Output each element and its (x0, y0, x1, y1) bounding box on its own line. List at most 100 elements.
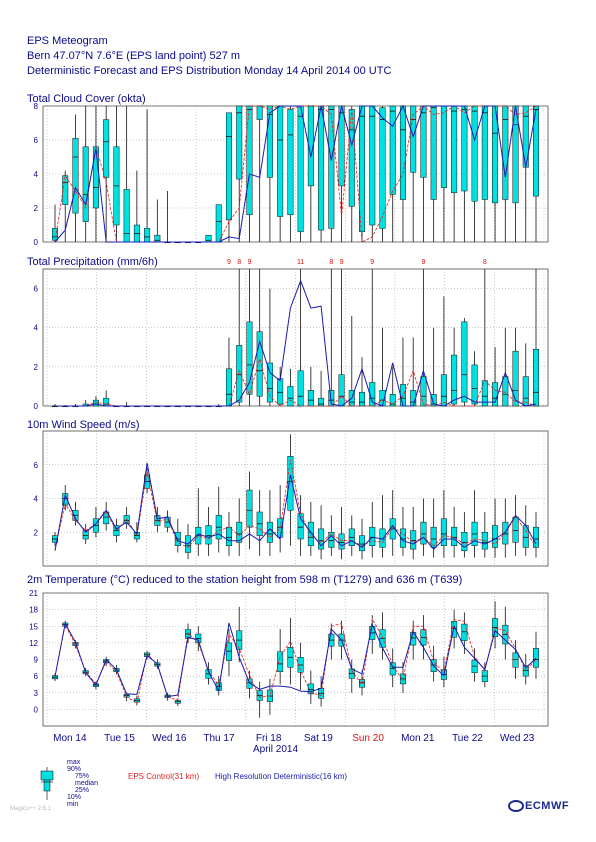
box-iqr (389, 394, 396, 407)
box-iqr (297, 370, 304, 407)
box-iqr (379, 528, 386, 548)
x-day-label: Tue 22 (452, 733, 483, 744)
x-day-label: Mon 14 (53, 733, 87, 744)
overflow-label: 9 (247, 259, 251, 266)
y-tick-label: 8 (34, 102, 39, 111)
box-iqr (440, 374, 447, 407)
y-tick-label: 0 (34, 402, 39, 411)
overflow-label: 8 (483, 259, 487, 266)
ecmwf-logo-text: ECMWF (525, 800, 570, 812)
box-iqr (389, 105, 396, 195)
box-iqr (379, 107, 386, 229)
x-day-label: Sun 20 (352, 733, 384, 744)
x-month-label: April 2014 (253, 744, 298, 755)
overflow-label: 8 (329, 259, 333, 266)
box-iqr (451, 354, 458, 405)
box-iqr (359, 535, 366, 552)
box-iqr (307, 683, 314, 695)
panel-title-cloud: Total Cloud Cover (okta) (27, 93, 146, 105)
box-iqr (225, 526, 232, 546)
legend-control: EPS Control(31 km) (128, 772, 200, 781)
box-iqr (246, 489, 253, 528)
box-iqr (297, 105, 304, 233)
box-iqr (144, 228, 151, 243)
box-iqr (461, 321, 468, 403)
box-iqr (481, 105, 488, 200)
box-iqr (451, 105, 458, 193)
legend-p75: 75% (75, 773, 90, 780)
box-iqr (287, 456, 294, 511)
y-tick-label: 2 (34, 528, 39, 537)
y-tick-label: 4 (34, 495, 39, 504)
box-iqr (266, 362, 273, 403)
hres-series-line (54, 622, 537, 698)
box-iqr (420, 521, 427, 545)
x-day-label: Tue 15 (104, 733, 135, 744)
y-tick-label: 4 (34, 170, 39, 179)
x-day-label: Mon 21 (401, 733, 435, 744)
box-iqr (410, 105, 417, 173)
y-tick-label: 0 (34, 238, 39, 247)
box-iqr (205, 525, 212, 545)
box-iqr (92, 399, 99, 407)
overflow-label: 9 (421, 259, 425, 266)
ecmwf-logo: ECMWF (508, 800, 570, 813)
box-iqr (461, 623, 468, 641)
y-tick-label: 15 (29, 622, 38, 631)
box-iqr (338, 533, 345, 550)
box-iqr (471, 364, 478, 405)
box-iqr (328, 532, 335, 548)
box-iqr (318, 528, 325, 550)
box-iqr (369, 105, 376, 226)
legend-min: min (67, 801, 79, 808)
box-iqr (533, 526, 539, 548)
overflow-label: 9 (370, 259, 374, 266)
box-iqr (533, 348, 539, 407)
ecmwf-logo-mark (508, 800, 524, 813)
box-iqr (410, 530, 417, 550)
footer-version: Magics++ 2.6.1 (10, 806, 52, 812)
box-iqr (236, 105, 243, 180)
x-day-label: Sat 19 (304, 733, 333, 744)
panel-title-precip: Total Precipitation (mm/6h) (27, 256, 158, 268)
y-tick-label: 0 (34, 705, 39, 714)
box-iqr (348, 109, 355, 207)
box-iqr (512, 350, 519, 407)
box-iqr (246, 678, 253, 689)
box-iqr (502, 521, 509, 545)
box-iqr (287, 109, 294, 216)
box-iqr (72, 138, 79, 214)
header-line3: Deterministic Forecast and EPS Distribut… (27, 65, 392, 77)
legend-hres: High Resolution Deterministic(16 km) (215, 772, 348, 781)
box-iqr (277, 105, 284, 217)
box-iqr (420, 105, 427, 178)
box-iqr (307, 390, 314, 407)
box-iqr (338, 374, 345, 407)
box-iqr (123, 189, 130, 243)
y-tick-label: 2 (34, 204, 39, 213)
legend-p25: 25% (75, 787, 90, 794)
box-iqr (399, 105, 406, 200)
box-iqr (215, 204, 222, 243)
y-tick-label: 4 (34, 324, 39, 333)
y-tick-label: 9 (34, 656, 39, 665)
box-iqr (328, 105, 335, 229)
y-tick-label: 6 (34, 672, 39, 681)
box-iqr (287, 386, 294, 407)
y-tick-label: 12 (29, 639, 38, 648)
box-iqr (420, 376, 427, 407)
box-iqr (512, 652, 519, 668)
box-iqr (62, 175, 69, 205)
box-iqr (246, 321, 253, 395)
panel-title-temp: 2m Temperature (°C) reduced to the stati… (27, 574, 463, 586)
box-iqr (471, 105, 478, 202)
x-day-label: Thu 17 (203, 733, 235, 744)
header-line1: EPS Meteogram (27, 35, 108, 47)
x-day-label: Wed 23 (500, 733, 535, 744)
control-series-line (54, 617, 537, 704)
overflow-label: 9 (340, 259, 344, 266)
box-iqr (307, 521, 314, 546)
legend-p10: 10% (67, 794, 82, 801)
box-iqr (461, 105, 468, 192)
box-iqr (82, 530, 89, 540)
